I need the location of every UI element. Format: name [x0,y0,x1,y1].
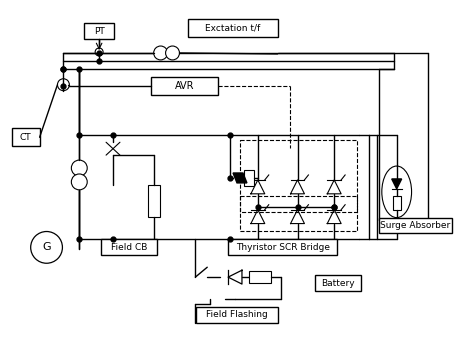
Bar [393,196,401,210]
Circle shape [154,46,168,60]
Bar [240,140,357,212]
Circle shape [31,232,63,263]
Polygon shape [233,173,247,183]
Text: Field CB: Field CB [111,243,147,252]
Text: Surge Absorber: Surge Absorber [381,221,451,230]
Text: PT: PT [94,27,104,36]
Bar [101,239,156,255]
Circle shape [95,48,103,56]
Bar [379,217,452,234]
Bar [240,196,357,230]
Circle shape [165,46,180,60]
Bar [249,271,271,283]
Text: Thyristor SCR Bridge: Thyristor SCR Bridge [236,243,329,252]
Text: AVR: AVR [175,81,194,91]
Bar [244,170,254,186]
Circle shape [72,160,87,176]
Text: Exctation t/f: Exctation t/f [205,24,261,33]
Text: CT: CT [20,133,32,142]
Bar [315,275,361,291]
Text: G: G [42,243,51,252]
Circle shape [72,174,87,190]
Text: Battery: Battery [321,279,355,287]
Bar [12,128,40,146]
Bar [228,239,337,255]
Polygon shape [392,179,401,189]
Bar [151,77,218,95]
Bar [84,23,114,39]
Circle shape [57,79,69,91]
Bar [188,19,278,37]
Text: Field Flashing: Field Flashing [206,310,268,319]
Bar [148,185,160,217]
Bar [196,307,278,323]
